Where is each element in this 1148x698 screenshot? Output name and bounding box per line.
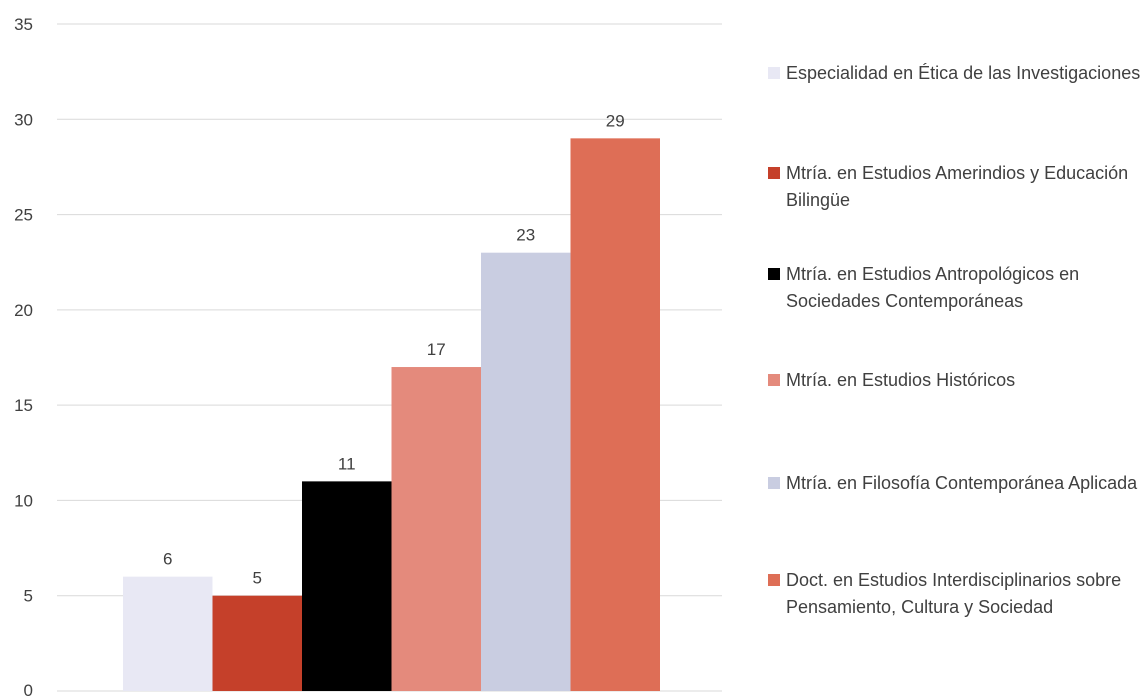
y-tick-label: 0 bbox=[24, 681, 33, 698]
legend-item-antropologicos: Mtría. en Estudios Antropológicos en Soc… bbox=[768, 261, 1143, 315]
legend-item-doctorado: Doct. en Estudios Interdisciplinarios so… bbox=[768, 567, 1143, 621]
y-axis-tick-labels: 0 5 10 15 20 25 30 35 bbox=[14, 15, 33, 698]
legend-swatch bbox=[768, 167, 780, 179]
legend-item-amerindios: Mtría. en Estudios Amerindios y Educació… bbox=[768, 160, 1143, 214]
legend-label: Doct. en Estudios Interdisciplinarios so… bbox=[786, 570, 1122, 617]
bar bbox=[123, 576, 213, 691]
bar bbox=[302, 481, 392, 691]
legend-item-filosofia: Mtría. en Filosofía Contemporánea Aplica… bbox=[768, 470, 1143, 497]
bar bbox=[391, 367, 481, 691]
y-tick-label: 20 bbox=[14, 301, 33, 320]
bar bbox=[212, 595, 302, 691]
data-labels: 6 5 11 17 23 29 bbox=[163, 111, 625, 587]
chart-legend: Especialidad en Ética de las Investigaci… bbox=[768, 0, 1148, 698]
bar-data-label: 11 bbox=[338, 454, 356, 473]
bar-data-label: 17 bbox=[427, 340, 446, 359]
legend-label: Mtría. en Estudios Antropológicos en Soc… bbox=[786, 264, 1080, 311]
bar-data-label: 29 bbox=[606, 111, 625, 130]
legend-item-historicos: Mtría. en Estudios Históricos bbox=[768, 367, 1143, 394]
bar-chart: 0 5 10 15 20 25 30 35 6 5 11 17 23 29 bbox=[14, 15, 722, 698]
legend-label: Mtría. en Estudios Históricos bbox=[786, 370, 1016, 390]
y-tick-label: 30 bbox=[14, 110, 33, 129]
legend-swatch bbox=[768, 477, 780, 489]
bar bbox=[481, 252, 571, 691]
y-tick-label: 35 bbox=[14, 15, 33, 34]
legend-swatch bbox=[768, 67, 780, 79]
bar-data-label: 23 bbox=[516, 226, 535, 245]
bars bbox=[123, 138, 660, 692]
legend-swatch bbox=[768, 574, 780, 586]
legend-label: Especialidad en Ética de las Investigaci… bbox=[786, 63, 1141, 83]
legend-swatch bbox=[768, 374, 780, 386]
y-tick-label: 5 bbox=[24, 587, 33, 606]
bar-data-label: 6 bbox=[163, 550, 172, 569]
legend-label: Mtría. en Filosofía Contemporánea Aplica… bbox=[786, 473, 1138, 493]
bar bbox=[570, 138, 660, 692]
bar-data-label: 5 bbox=[253, 569, 262, 588]
y-tick-label: 25 bbox=[14, 206, 33, 225]
y-tick-label: 15 bbox=[14, 396, 33, 415]
legend-label: Mtría. en Estudios Amerindios y Educació… bbox=[786, 163, 1129, 210]
legend-item-etica: Especialidad en Ética de las Investigaci… bbox=[768, 60, 1143, 87]
legend-swatch bbox=[768, 268, 780, 280]
y-tick-label: 10 bbox=[14, 491, 33, 510]
